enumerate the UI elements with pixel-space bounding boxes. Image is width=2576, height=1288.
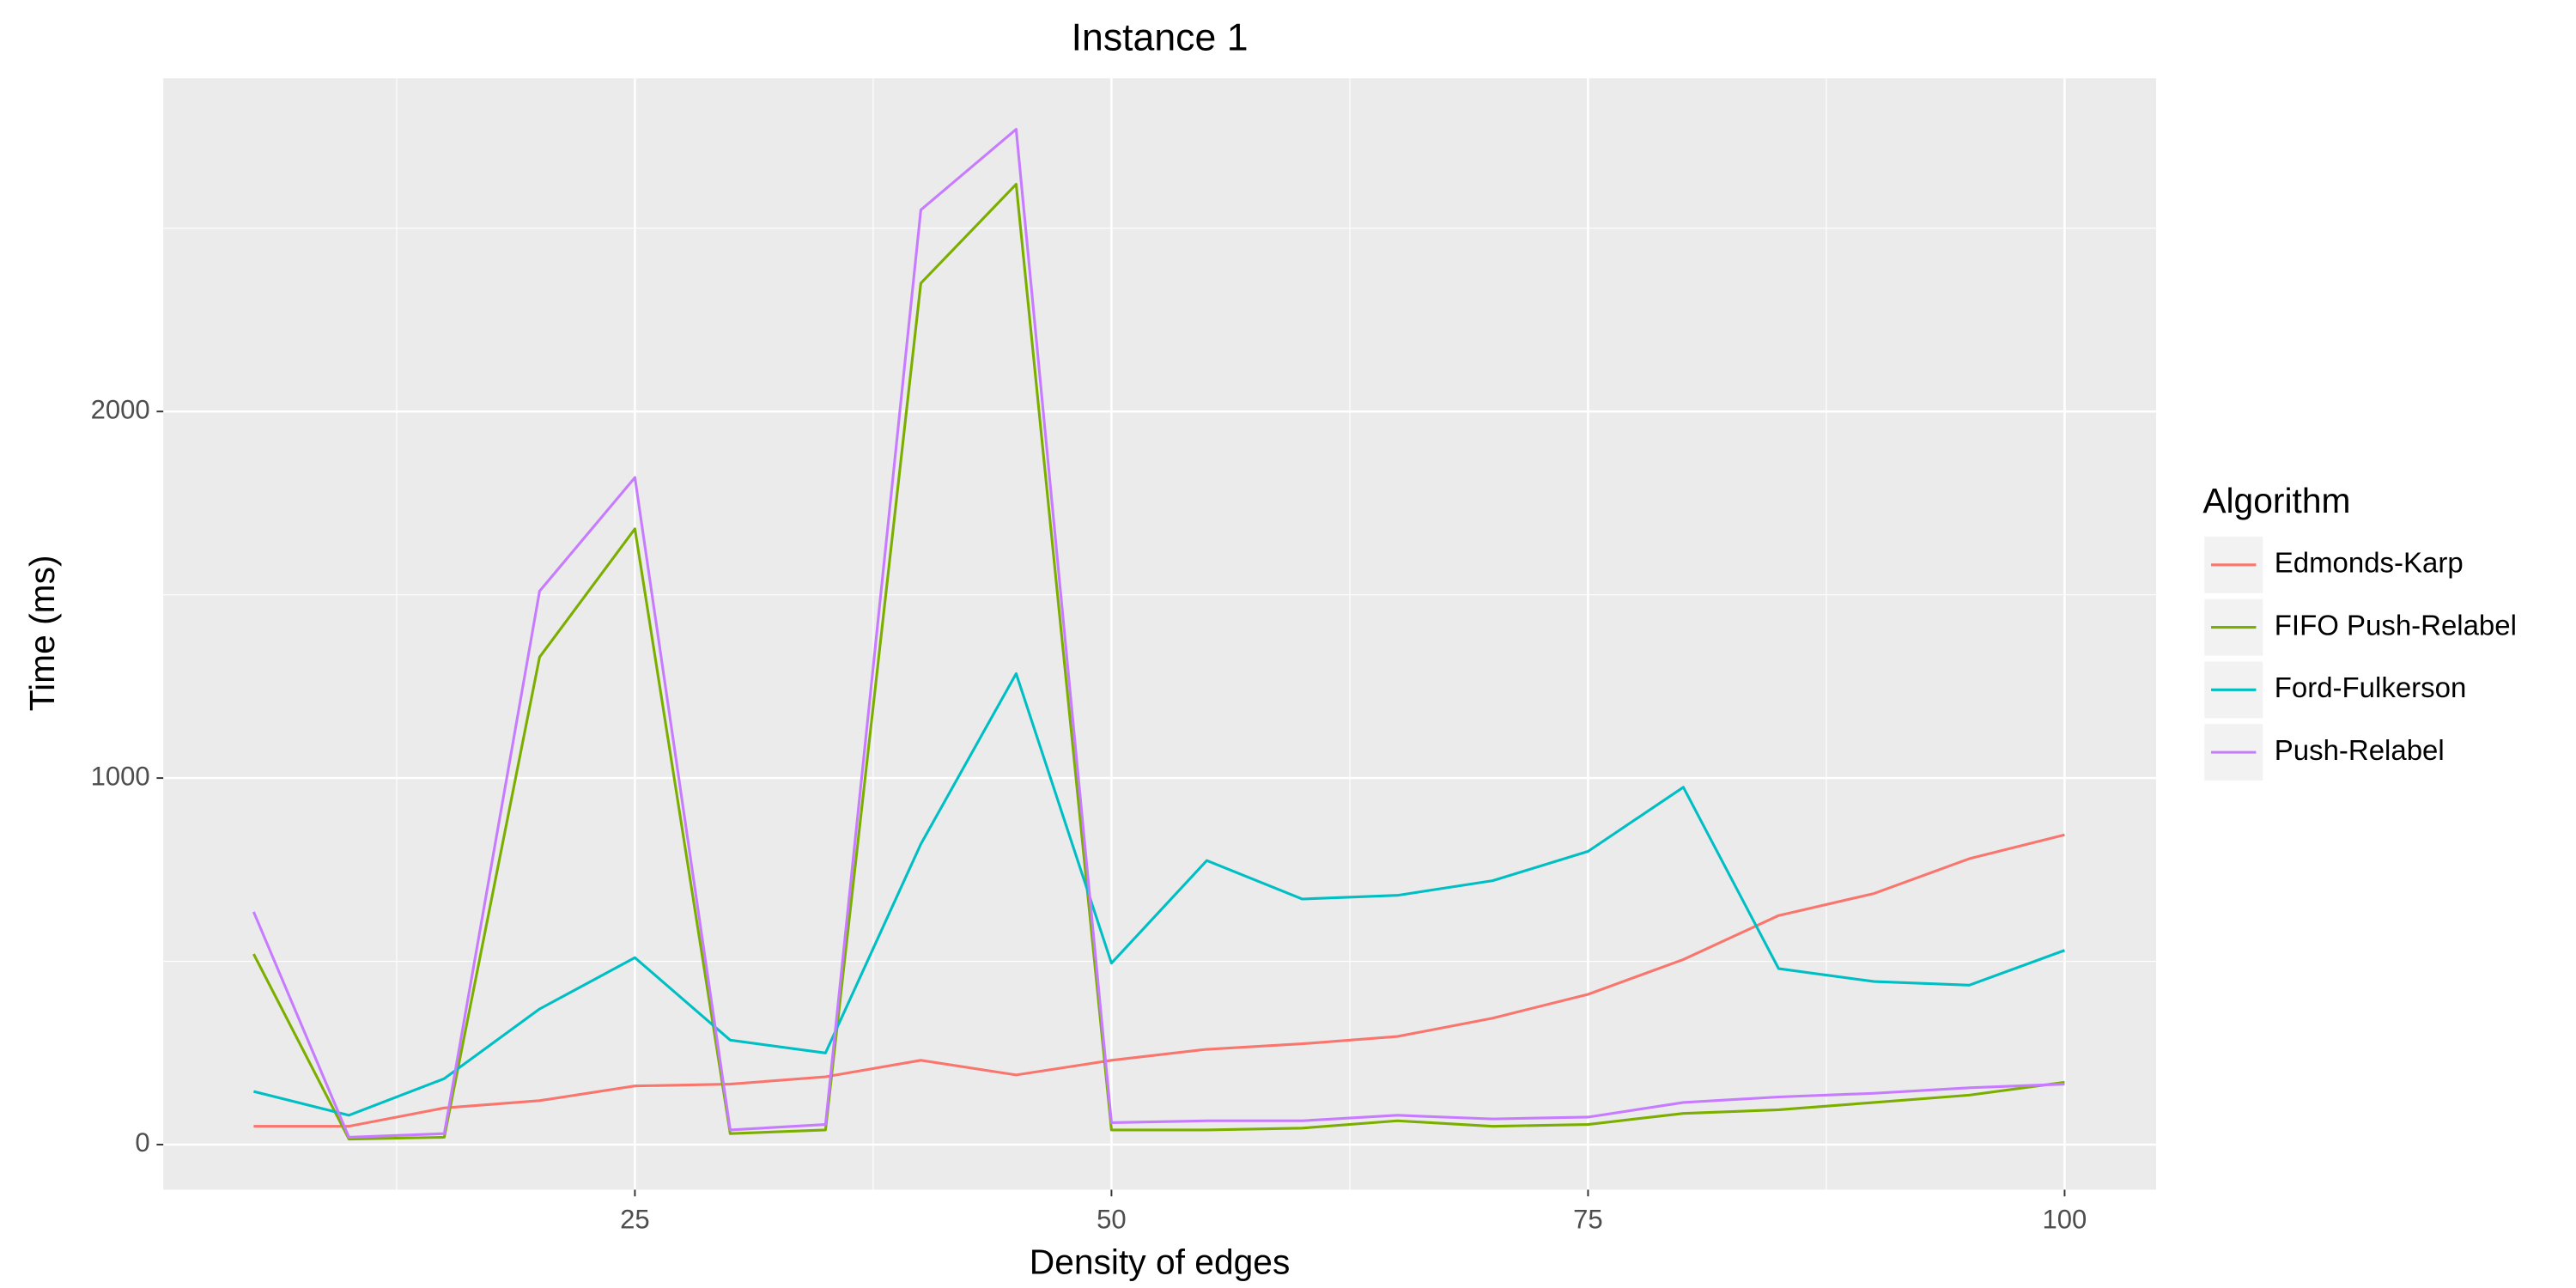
plot-background: [163, 78, 2156, 1190]
chart-title: Instance 1: [1072, 16, 1249, 58]
x-tick-label: 25: [620, 1205, 650, 1235]
series-line: [252, 183, 2065, 1141]
y-tick-label: 0: [135, 1127, 149, 1157]
legend-title: Algorithm: [2202, 481, 2350, 520]
x-tick-label: 100: [2043, 1205, 2087, 1235]
legend-label: Push-Relabel: [2275, 734, 2445, 766]
legend-label: Edmonds-Karp: [2275, 547, 2464, 579]
x-axis-label: Density of edges: [1030, 1242, 1291, 1282]
legend-label: FIFO Push-Relabel: [2275, 609, 2517, 641]
series-line: [252, 127, 2065, 1139]
y-tick-label: 1000: [91, 761, 150, 791]
x-tick-label: 75: [1573, 1205, 1603, 1235]
y-tick-label: 2000: [91, 394, 150, 424]
series-line: [253, 833, 2065, 1128]
x-tick-label: 50: [1097, 1205, 1127, 1235]
legend-label: Ford-Fulkerson: [2275, 671, 2467, 703]
y-axis-label: Time (ms): [22, 555, 62, 711]
series-line: [253, 671, 2065, 1117]
